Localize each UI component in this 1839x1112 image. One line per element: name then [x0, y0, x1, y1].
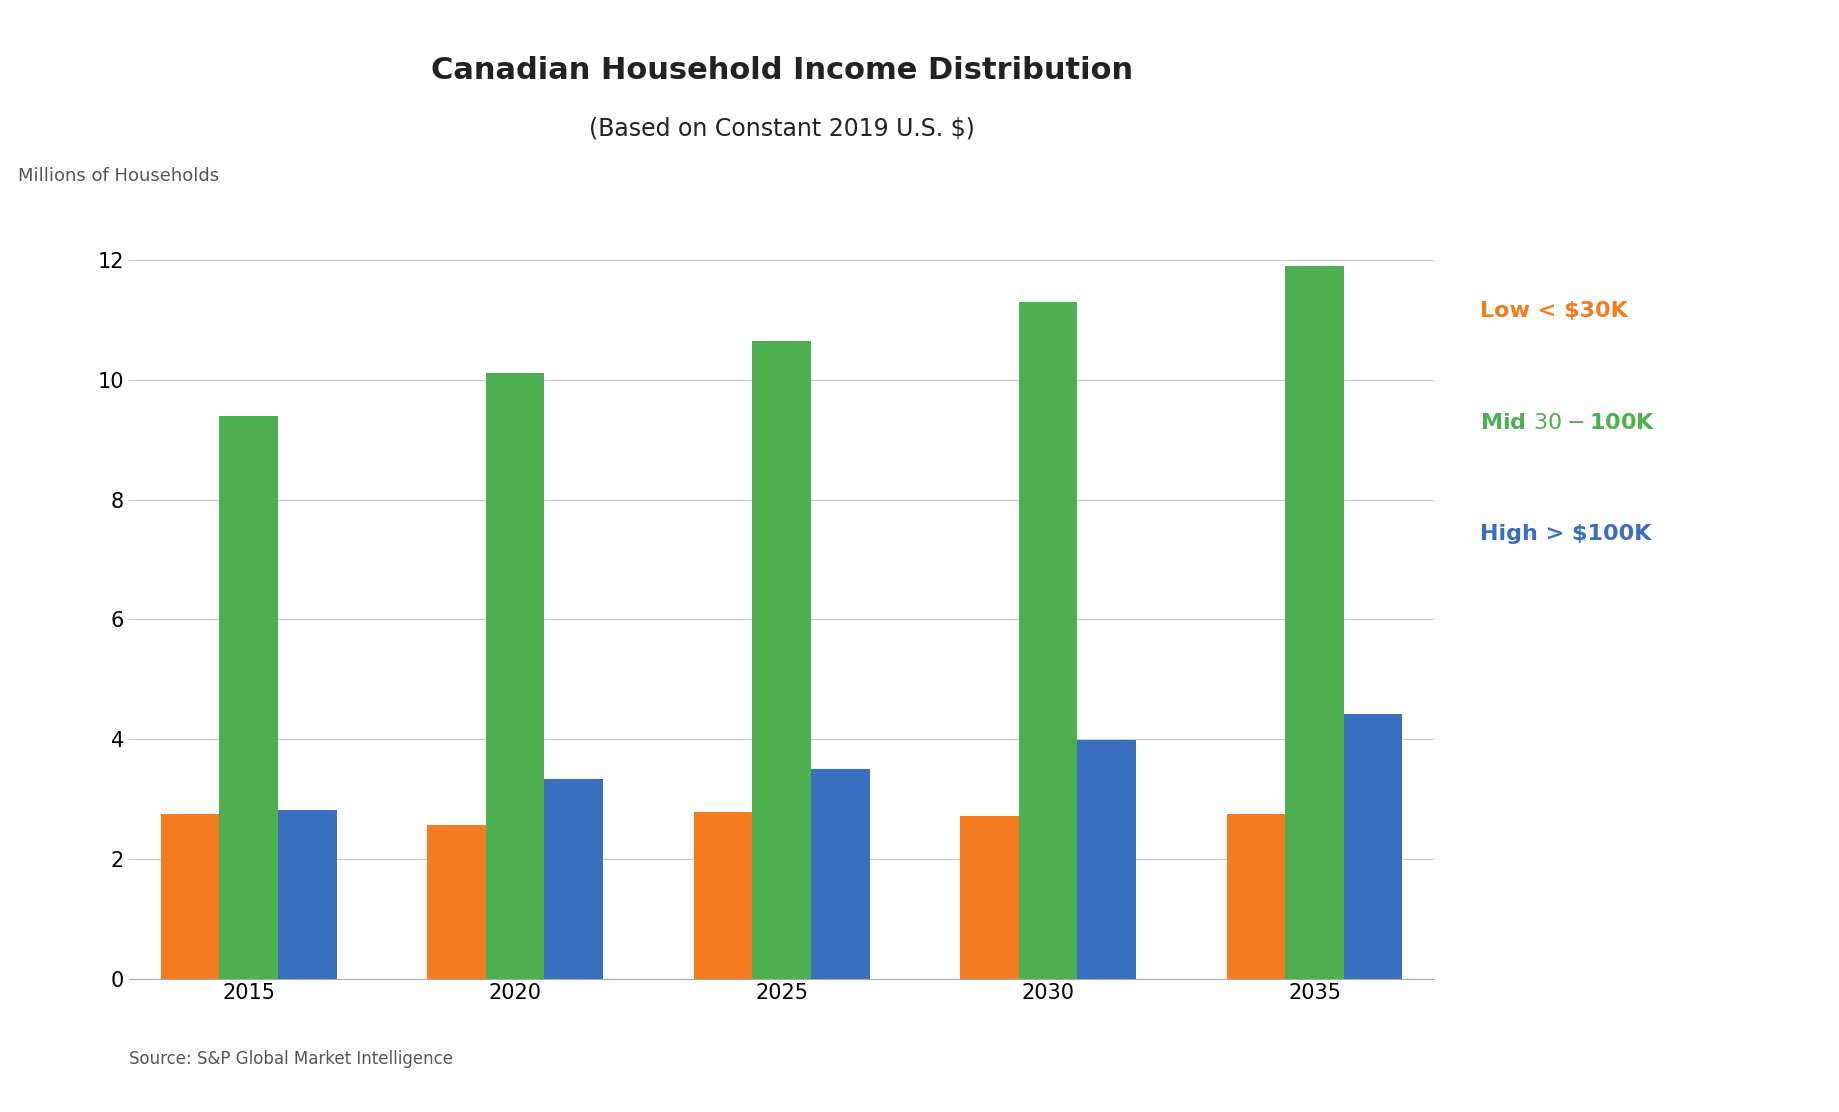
Bar: [693, 812, 752, 979]
Bar: [485, 373, 544, 979]
Bar: [1285, 266, 1344, 979]
Bar: [1078, 741, 1137, 979]
Text: Canadian Household Income Distribution: Canadian Household Income Distribution: [430, 56, 1133, 85]
Bar: [278, 810, 337, 979]
Bar: [160, 814, 219, 979]
Text: High > $100K: High > $100K: [1480, 524, 1651, 544]
Bar: [1019, 302, 1078, 979]
Bar: [1227, 814, 1285, 979]
Text: (Based on Constant 2019 U.S. $): (Based on Constant 2019 U.S. $): [588, 117, 975, 141]
Bar: [811, 770, 870, 979]
Bar: [427, 825, 485, 979]
Text: Low < $30K: Low < $30K: [1480, 301, 1628, 321]
Text: Source: S&P Global Market Intelligence: Source: S&P Global Market Intelligence: [129, 1050, 452, 1068]
Bar: [960, 816, 1019, 979]
Bar: [752, 341, 811, 979]
Text: Mid $30-$100K: Mid $30-$100K: [1480, 413, 1655, 433]
Text: Millions of Households: Millions of Households: [18, 167, 219, 185]
Bar: [1344, 714, 1403, 979]
Bar: [544, 780, 603, 979]
Bar: [219, 416, 278, 979]
